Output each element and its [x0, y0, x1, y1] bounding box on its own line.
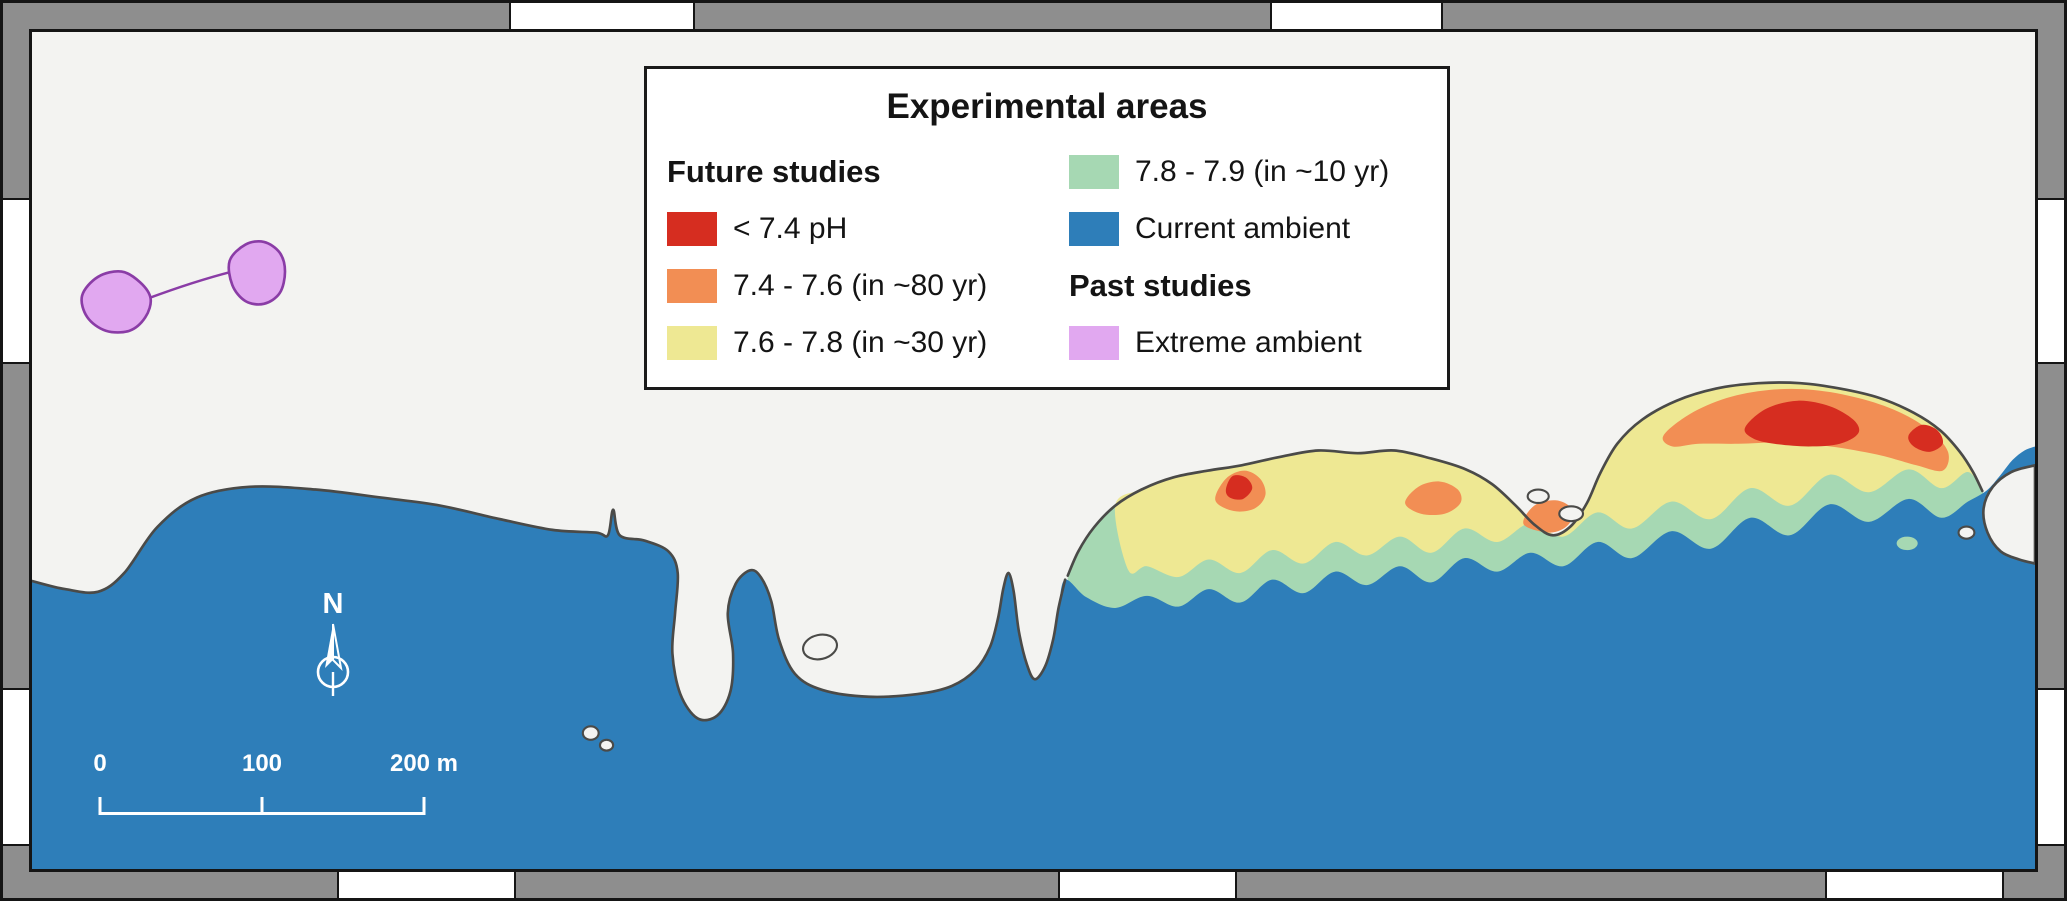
frame-tick — [1058, 872, 1237, 898]
zone-orange — [1405, 481, 1462, 516]
scale-line — [100, 812, 424, 815]
frame-tick — [3, 688, 29, 846]
legend: Experimental areas Future studies 7.8 - … — [644, 66, 1450, 390]
legend-item-red: < 7.4 pH — [667, 200, 1069, 257]
legend-item-label: Extreme ambient — [1135, 325, 1362, 359]
frame-band-bottom — [3, 872, 2064, 898]
coastline-left — [32, 485, 1067, 722]
scale-bar: 0 100 200 m — [60, 745, 490, 835]
frame-band-top — [3, 3, 2064, 29]
north-arrow: N — [291, 588, 375, 709]
legend-item-label: 7.6 - 7.8 (in ~30 yr) — [733, 325, 988, 359]
scale-tick — [260, 797, 264, 815]
scale-label-0: 0 — [93, 750, 107, 777]
frame-tick — [509, 3, 695, 29]
legend-item-label: < 7.4 pH — [733, 211, 848, 245]
coastline-strip — [1066, 381, 1984, 577]
zone-red — [1744, 400, 1860, 447]
legend-swatch-orange — [667, 268, 717, 303]
legend-item-orange: 7.4 - 7.6 (in ~80 yr) — [667, 257, 1069, 314]
island — [1558, 505, 1585, 523]
zone-red — [1908, 424, 1944, 452]
island — [1526, 488, 1550, 505]
north-label: N — [322, 588, 344, 620]
frame-band-right — [2038, 29, 2064, 872]
legend-item-yellow: 7.6 - 7.8 (in ~30 yr) — [667, 314, 1069, 371]
frame-tick — [2038, 198, 2064, 364]
past-study-area — [227, 239, 287, 306]
legend-swatch-purple — [1069, 325, 1119, 360]
frame-tick — [1270, 3, 1443, 29]
legend-item-green: 7.8 - 7.9 (in ~10 yr) — [1069, 143, 1427, 200]
frame-tick — [3, 198, 29, 364]
scale-tick — [422, 797, 426, 815]
legend-grid: Future studies 7.8 - 7.9 (in ~10 yr) < 7… — [647, 143, 1447, 371]
frame-band-left — [3, 29, 29, 872]
legend-swatch-green — [1069, 154, 1119, 189]
scale-label-100: 100 — [241, 750, 283, 777]
legend-swatch-yellow — [667, 325, 717, 360]
right-shore — [1982, 463, 2035, 565]
scale-label-200: 200 m — [389, 750, 459, 777]
frame-tick — [1825, 872, 2004, 898]
legend-swatch-red — [667, 211, 717, 246]
green-islet — [1896, 536, 1918, 551]
island — [598, 738, 615, 752]
frame-tick — [2038, 688, 2064, 846]
frame-tick — [337, 872, 516, 898]
past-study-area — [80, 269, 153, 334]
legend-item-purple: Extreme ambient — [1069, 314, 1427, 371]
legend-item-label: 7.8 - 7.9 (in ~10 yr) — [1135, 154, 1390, 188]
sea — [32, 446, 2035, 869]
compass-icon — [316, 623, 350, 696]
legend-item-label: 7.4 - 7.6 (in ~80 yr) — [733, 268, 988, 302]
legend-item-label: Current ambient — [1135, 211, 1351, 245]
island — [802, 633, 839, 661]
island — [581, 725, 600, 741]
zone-red — [1225, 475, 1253, 500]
scale-tick — [98, 797, 102, 815]
island — [1957, 525, 1976, 540]
legend-heading-past: Past studies — [1069, 267, 1252, 303]
legend-heading-future: Future studies — [667, 153, 881, 189]
legend-swatch-blue — [1069, 211, 1119, 246]
legend-title: Experimental areas — [886, 87, 1208, 126]
legend-item-blue: Current ambient — [1069, 200, 1427, 257]
past-study-connector — [146, 270, 234, 300]
